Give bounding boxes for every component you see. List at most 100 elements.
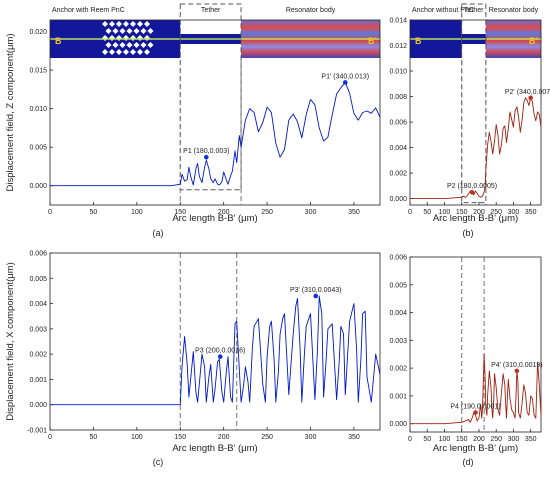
y-tick-label: 0.000 xyxy=(29,183,47,190)
crystal-cell xyxy=(147,42,154,48)
crystal-cell xyxy=(112,42,119,48)
y-tick-label: 0.003 xyxy=(29,326,47,333)
crystal-cell xyxy=(109,49,115,55)
crystal-cell xyxy=(130,21,136,27)
x-tick-label: 50 xyxy=(90,434,98,441)
data-point-label: P2 (180,0.0005) xyxy=(447,183,497,190)
crystal-cell xyxy=(105,28,112,34)
panel-label: (d) xyxy=(463,457,474,467)
x-tick-label: 100 xyxy=(439,436,451,443)
inset-mid-label: Tether xyxy=(464,7,484,14)
y-tick-label: 0.010 xyxy=(389,69,407,76)
x-tick-label: 50 xyxy=(423,436,431,443)
x-tick-label: 100 xyxy=(439,209,451,216)
inset-right-label: Resonator body xyxy=(489,7,539,14)
x-tick-label: 0 xyxy=(408,209,412,216)
plot-frame xyxy=(409,19,542,206)
tether-dashed-box xyxy=(179,3,242,191)
x-tick-label: 100 xyxy=(131,434,143,441)
crystal-cell xyxy=(133,42,140,48)
y-tick-label: 0.020 xyxy=(29,29,47,36)
y-tick-label: 0.000 xyxy=(389,196,407,203)
data-point-marker xyxy=(473,410,478,415)
plot-frame xyxy=(49,19,381,206)
data-point-label: P3' (310,0.0043) xyxy=(290,287,342,294)
x-tick-label: 200 xyxy=(218,209,230,216)
x-tick-label: 350 xyxy=(525,209,537,216)
x-axis-label: Arc length B-B’ (μm) xyxy=(433,443,518,454)
y-tick-label: 0.014 xyxy=(389,18,407,25)
x-tick-label: 350 xyxy=(348,209,360,216)
crystal-cell xyxy=(116,21,122,27)
y-tick-label: 0.006 xyxy=(389,255,407,262)
data-point-label: P4 (190,0.0001) xyxy=(450,404,500,411)
x-tick-label: 250 xyxy=(490,436,502,443)
crystal-cell xyxy=(133,28,140,34)
x-tick-label: 150 xyxy=(456,436,468,443)
y-tick-label: 0.004 xyxy=(29,301,47,308)
data-point-label: P2' (340,0.0075) xyxy=(505,89,550,96)
panel-label: (c) xyxy=(153,457,164,467)
y-tick-label: 0.004 xyxy=(389,310,407,317)
y-axis-label: Displacement field, X component(μm) xyxy=(5,262,16,421)
y-tick-label: 0.004 xyxy=(389,145,407,152)
y-tick-label: 0.006 xyxy=(29,251,47,258)
x-tick-label: 50 xyxy=(423,209,431,216)
data-point-label: P1' (340,0.013) xyxy=(321,73,369,80)
x-tick-label: 50 xyxy=(90,209,98,216)
y-axis-label: Displacement field, Z component(μm) xyxy=(5,33,16,191)
x-tick-label: 300 xyxy=(305,434,317,441)
series-line xyxy=(50,295,381,406)
data-point-marker xyxy=(217,354,223,359)
crystal-cell xyxy=(140,28,147,34)
crystal-cell xyxy=(105,42,112,48)
crystal-cell xyxy=(144,21,150,27)
plot-frame xyxy=(49,252,381,431)
inset-left-label: Anchor with Reem PnC xyxy=(52,7,125,14)
crystal-cell xyxy=(116,49,122,55)
y-tick-label: 0.003 xyxy=(389,338,407,345)
chart-panel-2: 0 50 100 150 200 250 300 350 -0.001 0.000 0.001 0.0… xyxy=(5,251,381,467)
y-tick-label: 0.001 xyxy=(29,377,47,384)
x-tick-label: 350 xyxy=(525,436,537,443)
pin-left-label: B xyxy=(55,36,62,46)
y-tick-label: 0.001 xyxy=(389,393,407,400)
x-tick-label: 0 xyxy=(48,434,52,441)
crystal-cell xyxy=(126,28,133,34)
crystal-cell xyxy=(137,49,143,55)
data-point-marker xyxy=(514,368,520,374)
inset-right-label: Resonator body xyxy=(286,7,336,14)
crystal-cell xyxy=(119,42,126,48)
pin-right-label: B' xyxy=(529,36,538,46)
data-point-marker xyxy=(528,95,533,101)
y-tick-label: 0.002 xyxy=(389,366,407,373)
y-tick-label: 0.000 xyxy=(29,402,47,409)
y-tick-label: 0.010 xyxy=(29,106,47,113)
y-tick-label: 0.002 xyxy=(29,352,47,359)
inset-left-label: Anchor without PnC xyxy=(412,7,474,14)
y-tick-label: 0.002 xyxy=(389,171,407,178)
y-tick-label: 0.005 xyxy=(389,282,407,289)
inset-0: B B' Anchor with Reem PnC Tether Resonator b… xyxy=(50,3,380,191)
crystal-cell xyxy=(126,42,133,48)
pin-right-label: B' xyxy=(368,36,377,46)
data-point-label: P4' (310,0.0019) xyxy=(491,362,543,369)
crystal-cell xyxy=(140,42,147,48)
data-point-marker xyxy=(469,189,475,195)
data-point-label: P3 (200,0.0016) xyxy=(195,348,245,355)
y-tick-label: 0.012 xyxy=(389,43,407,50)
x-tick-label: 100 xyxy=(131,209,143,216)
series-line xyxy=(410,353,542,425)
crystal-cell xyxy=(147,28,154,34)
x-tick-label: 300 xyxy=(508,209,520,216)
series-line xyxy=(50,81,381,187)
crystal-cell xyxy=(112,28,119,34)
chart-panel-3: 0 50 100 150 200 250 300 350 0.000 0.001 0.002 0.00… xyxy=(389,255,542,468)
y-tick-label: 0.015 xyxy=(29,68,47,75)
x-tick-label: 250 xyxy=(261,209,273,216)
x-tick-label: 250 xyxy=(490,209,502,216)
data-point-marker xyxy=(342,80,348,85)
x-tick-label: 0 xyxy=(48,209,52,216)
